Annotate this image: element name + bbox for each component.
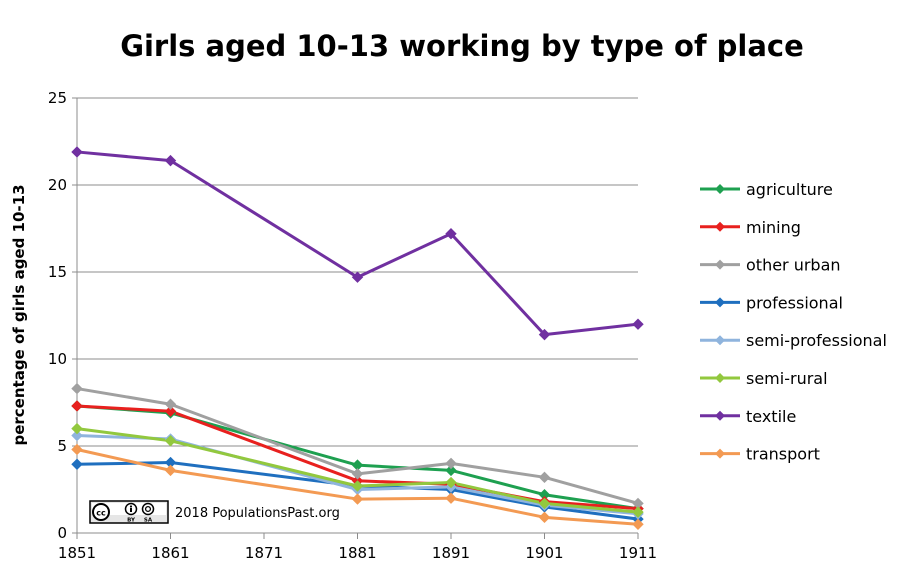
data-point-professional <box>71 458 83 470</box>
x-tick-label: 1911 <box>619 544 657 562</box>
legend-label-professional: professional <box>746 293 843 312</box>
y-tick-label: 5 <box>57 437 67 455</box>
y-tick-label: 20 <box>48 176 67 194</box>
x-tick-label: 1861 <box>151 544 189 562</box>
series-line-mining <box>76 404 639 511</box>
data-point-transport <box>164 464 177 477</box>
data-point-other-urban <box>351 468 364 480</box>
x-tick-label: 1851 <box>58 544 96 562</box>
legend-marker-semi-professional <box>715 335 725 346</box>
series-line-semi-rural <box>76 427 639 514</box>
data-point-transport <box>351 493 364 505</box>
series-line-textile <box>76 150 639 337</box>
cc-icon: cc <box>92 503 110 521</box>
attribution-icon <box>124 502 138 516</box>
x-tick-label: 1901 <box>525 544 563 562</box>
legend-label-transport: transport <box>746 445 820 464</box>
legend-marker-professional <box>715 297 725 308</box>
data-point-agriculture <box>445 464 457 477</box>
data-point-other-urban <box>71 382 83 395</box>
license-badge: cc BY SA <box>89 500 169 524</box>
credit-text: 2018 PopulationsPast.org <box>175 506 340 521</box>
data-point-semi-rural <box>632 506 644 518</box>
series-line-other-urban <box>76 387 639 505</box>
data-point-semi-rural <box>164 435 177 447</box>
y-tick-labels: 0 5 10 15 20 25 <box>48 89 67 542</box>
legend: agriculture mining other urban professional… <box>700 180 887 464</box>
badge-sa-label: SA <box>144 518 153 524</box>
legend-marker-transport <box>715 448 725 459</box>
data-point-transport <box>538 511 551 524</box>
y-axis-label: percentage of girls aged 10-13 <box>10 184 28 445</box>
data-point-textile <box>351 271 364 283</box>
data-point-other-urban <box>538 471 551 484</box>
data-point-textile <box>445 228 457 240</box>
data-point-textile <box>164 154 177 167</box>
y-tick-label: 25 <box>48 89 67 107</box>
data-point-mining <box>164 405 177 417</box>
data-point-transport <box>71 443 83 456</box>
legend-marker-agriculture <box>715 184 725 194</box>
legend-label-agriculture: agriculture <box>746 180 833 199</box>
share-alike-icon <box>141 502 155 516</box>
legend-marker-semi-rural <box>715 373 725 383</box>
x-tick-labels: 1851 1861 1871 1881 1891 1901 1911 <box>58 544 657 562</box>
legend-label-other-urban: other urban <box>746 256 841 275</box>
x-tick-label: 1871 <box>245 544 283 562</box>
series-markers <box>71 146 644 531</box>
y-tick-label: 10 <box>48 350 67 368</box>
legend-label-semi-professional: semi-professional <box>746 331 887 350</box>
y-tick-label: 15 <box>48 263 67 281</box>
svg-text:cc: cc <box>96 509 106 518</box>
data-point-transport <box>632 518 644 531</box>
legend-label-semi-rural: semi-rural <box>746 369 828 388</box>
data-point-textile <box>632 318 644 330</box>
data-point-other-urban <box>445 457 457 470</box>
data-point-semi-rural <box>351 480 364 492</box>
legend-label-textile: textile <box>746 407 796 426</box>
legend-label-mining: mining <box>746 218 801 237</box>
y-tick-label: 0 <box>57 524 67 542</box>
data-point-textile <box>71 146 83 158</box>
chart-title: Girls aged 10-13 working by type of plac… <box>120 29 804 63</box>
data-point-transport <box>445 492 457 504</box>
data-point-other-urban <box>164 398 177 410</box>
series-line-transport <box>76 448 639 526</box>
data-point-mining <box>71 400 83 412</box>
badge-by-label: BY <box>127 518 136 524</box>
legend-marker-textile <box>715 410 725 421</box>
x-tick-label: 1891 <box>432 544 470 562</box>
data-point-semi-rural <box>71 422 83 435</box>
legend-marker-mining <box>715 221 725 232</box>
data-point-semi-rural <box>538 497 551 510</box>
legend-marker-other-urban <box>715 259 725 270</box>
data-point-semi-rural <box>445 476 457 489</box>
data-point-textile <box>538 328 551 341</box>
series-lines <box>76 150 639 526</box>
x-tick-label: 1881 <box>338 544 376 562</box>
data-point-semi-professional <box>71 429 83 442</box>
